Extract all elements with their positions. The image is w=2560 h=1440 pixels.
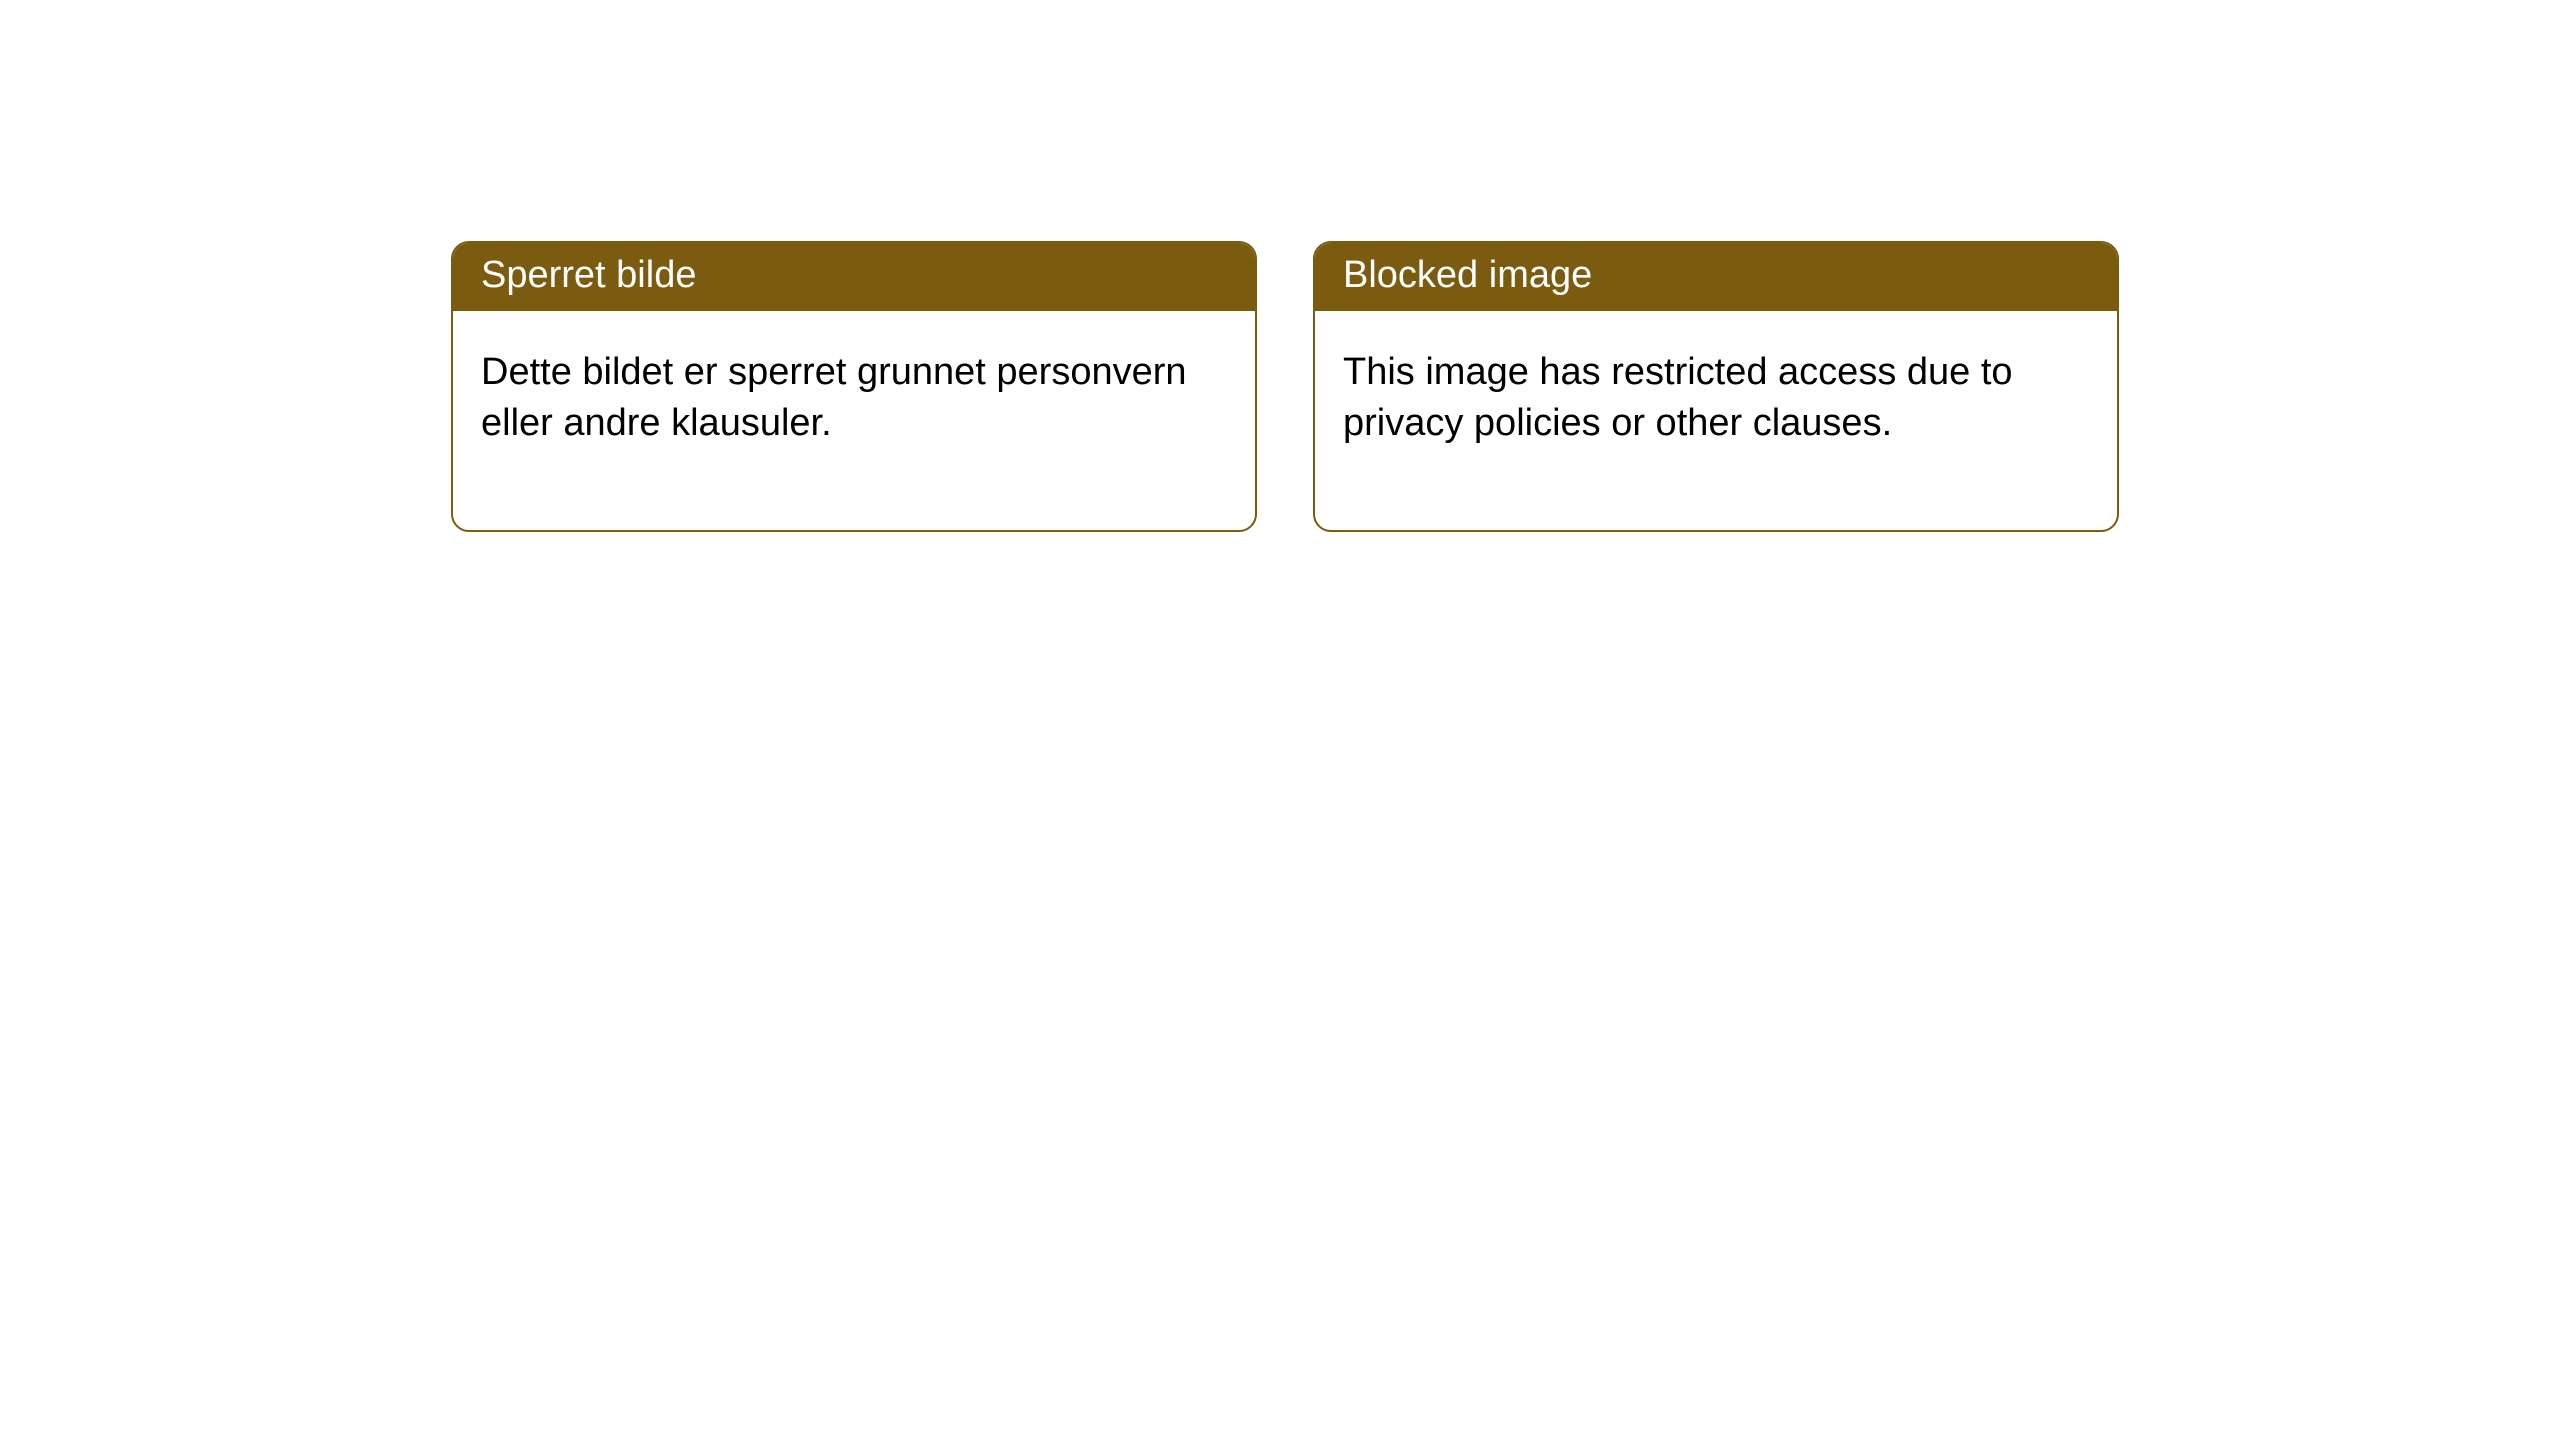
notice-box-norwegian: Sperret bilde Dette bildet er sperret gr… <box>451 241 1257 532</box>
notice-header: Blocked image <box>1315 243 2117 311</box>
notice-container: Sperret bilde Dette bildet er sperret gr… <box>0 0 2560 532</box>
notice-body: This image has restricted access due to … <box>1315 311 2117 530</box>
notice-header: Sperret bilde <box>453 243 1255 311</box>
notice-box-english: Blocked image This image has restricted … <box>1313 241 2119 532</box>
notice-body: Dette bildet er sperret grunnet personve… <box>453 311 1255 530</box>
